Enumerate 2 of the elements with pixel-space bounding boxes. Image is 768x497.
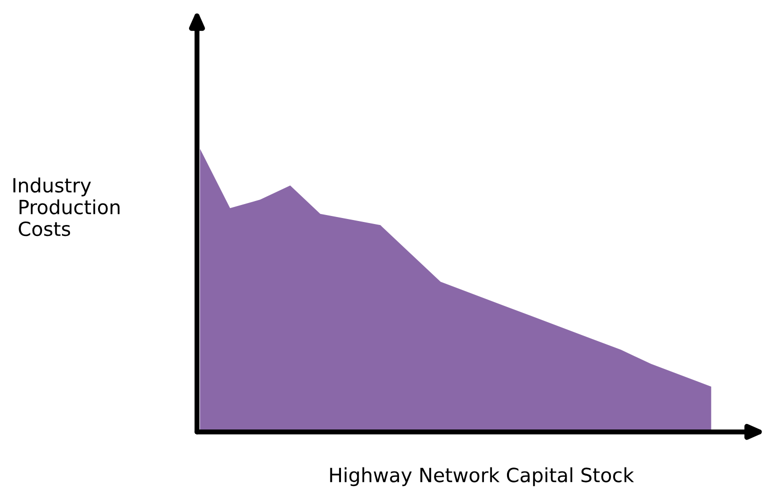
x-axis-title: Highway Network Capital Stock (330, 467, 634, 486)
y-axis-title: Industry Production Costs (13, 178, 120, 236)
